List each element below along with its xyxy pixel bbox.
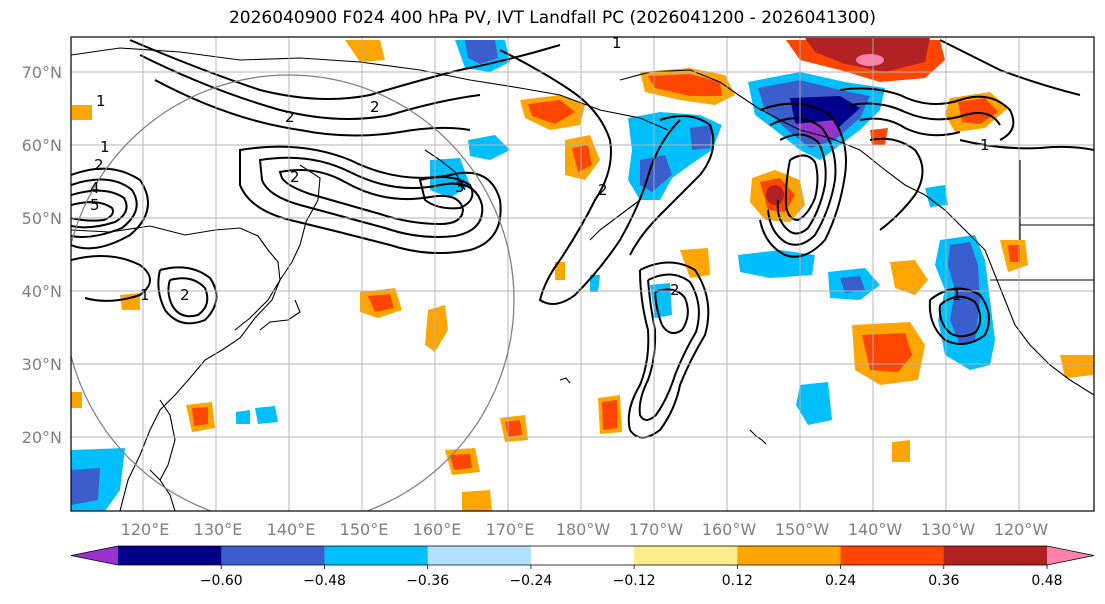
colorbar-segment: [324, 546, 429, 565]
colorbar-tick-label: −0.36: [406, 573, 449, 589]
colorbar: −0.60 −0.48 −0.36 −0.24 −0.12 0.12 0.24 0.36 0.4…: [70, 545, 1095, 589]
lon-label: 120°E: [121, 520, 170, 539]
lat-label: 40°N: [22, 282, 62, 301]
contour-labels: 1 2 4 5 2 1 2 3 2 1 2 1 2 1 2 1: [90, 34, 990, 304]
lon-label: 130°E: [194, 520, 243, 539]
lon-label: 120°W: [994, 520, 1049, 539]
lat-label: 30°N: [22, 355, 62, 374]
contour-label: 2: [94, 156, 104, 174]
contour-label: 2: [598, 181, 608, 199]
colorbar-segment: [221, 546, 325, 565]
region-circle: [71, 74, 515, 511]
lat-label: 70°N: [22, 63, 62, 82]
lon-label: 130°W: [921, 520, 976, 539]
colorbar-segment: [118, 546, 222, 565]
colorbar-tick-label: −0.12: [613, 573, 656, 589]
contour-label: 2: [370, 98, 380, 116]
colorbar-tick-label: 0.48: [1031, 573, 1062, 589]
lon-label: 140°E: [267, 520, 316, 539]
contour-label: 1: [980, 136, 990, 154]
colorbar-extension-high: [1047, 546, 1094, 565]
contour-label: 5: [90, 196, 100, 214]
lon-label: 150°W: [775, 520, 830, 539]
contour-label: 2: [180, 286, 190, 304]
contour-label: 2: [670, 281, 680, 299]
colorbar-segment: [840, 546, 945, 565]
colorbar-segment: [737, 546, 842, 565]
lon-label: 140°W: [848, 520, 903, 539]
colorbar-tick-label: 0.24: [825, 573, 856, 589]
map-title: 2026040900 F024 400 hPa PV, IVT Landfall…: [228, 8, 876, 28]
gridlines: [71, 37, 1094, 511]
colorbar-segment: [427, 546, 532, 565]
lon-label: 160°W: [702, 520, 757, 539]
longitude-labels: 120°E 130°E 140°E 150°E 160°E 170°E 180°…: [121, 520, 1049, 539]
colorbar-segment: [530, 546, 635, 565]
colorbar-extension-low: [71, 546, 118, 565]
colorbar-tick-label: 0.12: [722, 573, 753, 589]
colorbar-outline: [70, 545, 1095, 566]
lat-label: 50°N: [22, 209, 62, 228]
contour-label: 2: [290, 168, 300, 186]
contour-label: 4: [90, 179, 100, 197]
colorbar-tick-label: 0.36: [928, 573, 959, 589]
pv-anomaly-fills: [71, 38, 1094, 511]
contour-label: 1: [96, 92, 106, 110]
contour-label: 1: [952, 286, 962, 304]
colorbar-tick-label: −0.48: [303, 573, 346, 589]
colorbar-segment: [943, 546, 1048, 565]
contour-label: 3: [455, 178, 465, 196]
colorbar-tick-label: −0.24: [509, 573, 552, 589]
lon-label: 170°W: [629, 520, 684, 539]
lat-label: 20°N: [22, 428, 62, 447]
lon-label: 160°E: [413, 520, 462, 539]
colorbar-segment: [634, 546, 738, 565]
latitude-labels: 70°N 60°N 50°N 40°N 30°N 20°N: [22, 63, 62, 447]
contour-label: 1: [140, 286, 150, 304]
contour-label: 2: [285, 108, 295, 126]
lat-label: 60°N: [22, 136, 62, 155]
lon-label: 150°E: [340, 520, 389, 539]
contour-label: 1: [612, 34, 622, 52]
lon-label: 170°E: [486, 520, 535, 539]
colorbar-tick-label: −0.60: [200, 573, 243, 589]
lon-label: 180°W: [556, 520, 611, 539]
plot-frame: [70, 36, 1095, 512]
contour-label: 1: [100, 138, 110, 156]
pv-contours: [71, 39, 1094, 439]
